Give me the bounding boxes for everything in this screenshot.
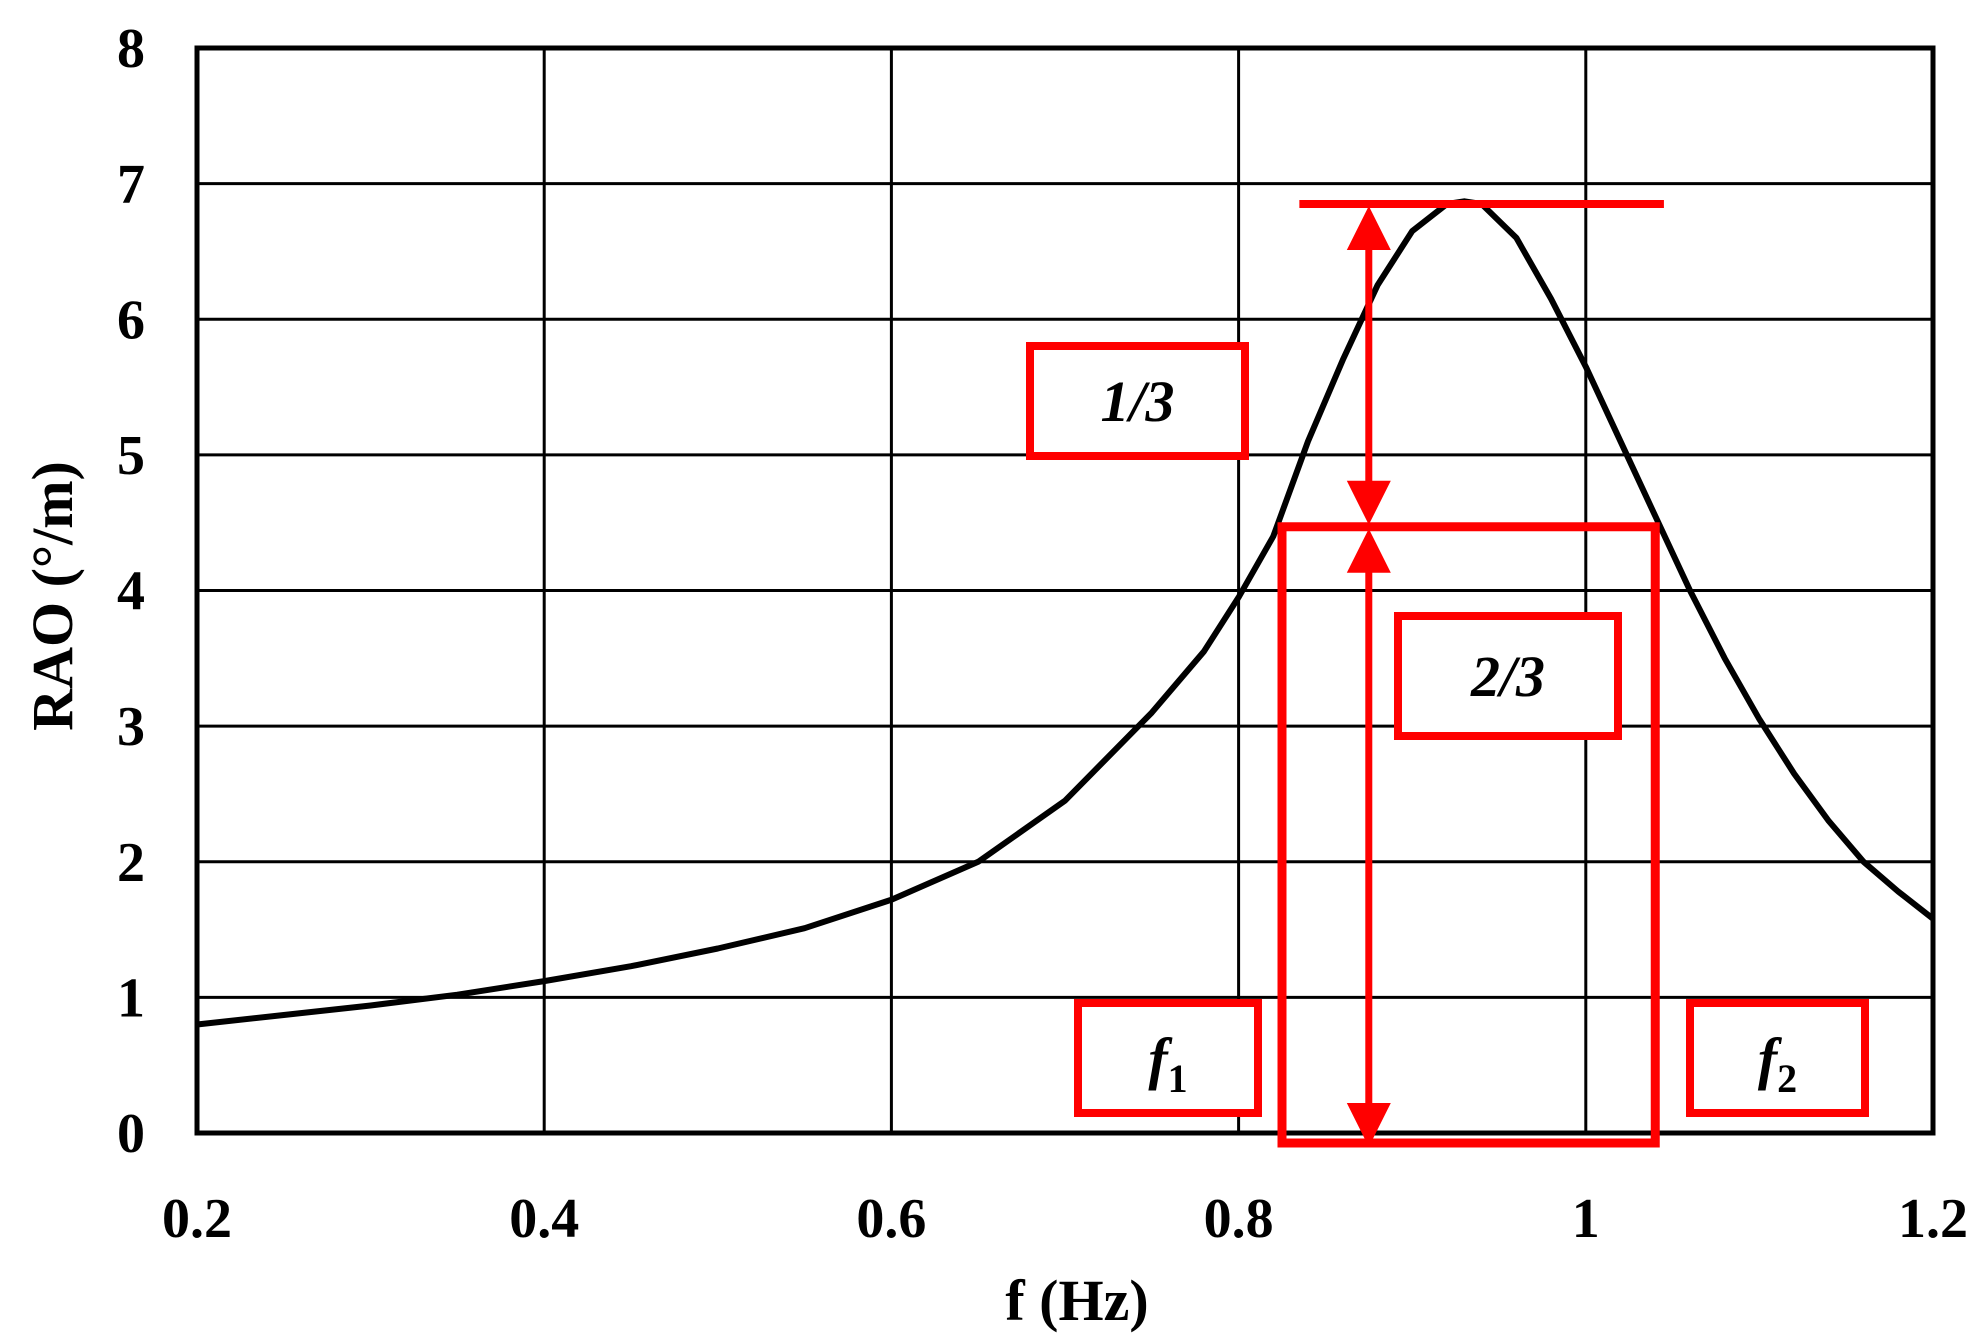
x-axis-label: f (Hz) [1005, 1268, 1148, 1333]
x-tick-label: 0.6 [856, 1188, 926, 1250]
grid-lines [195, 46, 1935, 1135]
y-tick-label: 8 [117, 18, 145, 80]
rao-curve [196, 198, 1935, 1028]
arrow-head-peak [1346, 205, 1391, 250]
annotations: 1/3 2/3 f1 f2 [1026, 199, 1869, 1148]
label-one-third-box [1026, 342, 1249, 460]
x-tick-label: 1 [1572, 1188, 1600, 1250]
arrow-head-two-thirds-top [1346, 480, 1391, 525]
series-layer [196, 198, 1935, 1028]
x-tick-label: 0.2 [162, 1188, 232, 1250]
y-tick-label: 7 [117, 154, 145, 216]
y-axis-label: RAO (°/m) [20, 461, 85, 731]
label-f2-box [1686, 999, 1869, 1117]
label-f1-box [1074, 999, 1262, 1117]
tick-labels: 0.2 0.4 0.6 0.8 1 1.2 0 1 2 3 4 5 6 7 8 [117, 18, 1968, 1250]
arrow-head-zero [1346, 1103, 1391, 1147]
label-one-third: 1/3 [1026, 342, 1249, 460]
y-tick-label: 4 [117, 561, 145, 623]
y-tick-label: 6 [117, 289, 145, 351]
label-f2: f2 [1686, 999, 1869, 1117]
arrow-head-two-thirds-bottom [1346, 528, 1391, 573]
plot-frame [194, 45, 1936, 1136]
y-tick-label: 0 [117, 1103, 145, 1165]
y-tick-label: 5 [117, 425, 145, 487]
y-tick-label: 2 [117, 832, 145, 894]
x-tick-label: 1.2 [1898, 1188, 1968, 1250]
y-tick-label: 1 [117, 967, 145, 1029]
label-two-thirds-box [1394, 612, 1622, 740]
plot-border [194, 45, 1936, 1136]
x-tick-label: 0.4 [509, 1188, 579, 1250]
y-tick-label: 3 [117, 696, 145, 758]
x-tick-label: 0.8 [1204, 1188, 1274, 1250]
label-two-thirds-text: 2/3 [1470, 644, 1545, 709]
label-one-third-text: 1/3 [1100, 369, 1174, 434]
label-f1: f1 [1074, 999, 1262, 1117]
bandwidth-rectangle [1277, 522, 1660, 1148]
label-two-thirds: 2/3 [1394, 612, 1622, 740]
